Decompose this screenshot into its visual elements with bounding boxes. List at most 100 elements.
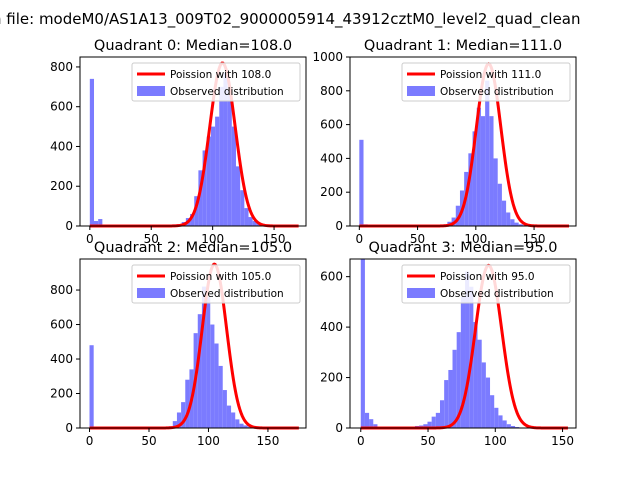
x-tick-label: 150 [263,232,286,246]
legend: Poission with 108.0 Observed distribution [131,62,301,102]
x-tick-label: 50 [410,232,425,246]
legend-curve-label: Poission with 108.0 [170,69,271,81]
legend-box [401,62,571,102]
legend-hist-label: Observed distribution [170,288,284,300]
y-tick-label: 1000 [312,50,343,64]
y-tick-label: 0 [335,219,343,233]
y-tick-label: 200 [320,371,343,385]
histogram-bar [502,420,507,428]
histogram-bar [485,377,491,428]
histogram-bar [431,416,436,428]
y-tick-label: 600 [50,318,73,332]
y-tick-label: 600 [320,118,343,132]
legend-hist-swatch [407,288,435,298]
histogram-bar [423,424,428,428]
histogram-bar [498,415,503,428]
y-tick-label: 800 [50,60,73,74]
x-tick-label: 100 [484,434,507,448]
histogram-bar [239,423,244,428]
legend-hist-label: Observed distribution [170,86,284,98]
figure-suptitle: n file: modeM0/AS1A13_009T02_9000005914_… [0,10,581,29]
histogram-bar [194,196,199,226]
histogram-bar [172,421,177,428]
histogram-bar [248,217,253,226]
legend-box [401,264,571,304]
histogram-bar [465,271,470,428]
histogram-bar [215,116,220,226]
histogram-bar [218,365,223,428]
histogram-bar [206,296,211,428]
histogram-bar [244,208,249,226]
histogram-bar [439,400,445,428]
histogram-bar [240,190,245,226]
x-tick-label: 150 [523,232,546,246]
legend-hist-swatch [137,86,165,96]
legend-hist-swatch [137,288,165,298]
legend-curve-label: Poission with 111.0 [440,69,541,81]
panel-2: 0 50 100 150 0 200 400 600 800 Quadrant 2: Median… [50,240,307,448]
x-tick-label: 150 [551,434,574,448]
histogram-bar [473,322,478,428]
y-tick-label: 0 [65,219,73,233]
legend-box [131,62,301,102]
histogram-bar [190,214,195,226]
axes-frame [349,258,577,429]
histogram-bar [456,332,461,428]
histogram-bar [468,153,473,226]
histogram-bar [226,405,232,428]
legend-curve-label: Poission with 95.0 [440,271,535,283]
histogram-bar [206,136,211,226]
x-tick-label: 0 [357,434,365,448]
x-tick-label: 0 [355,232,363,246]
axes-frame [79,258,307,429]
histogram-bar [198,170,203,226]
histogram-bar [235,166,241,226]
histogram-bar [360,259,365,428]
y-tick-label: 200 [50,387,73,401]
histogram-bar [477,339,482,428]
legend-hist-swatch [407,86,435,96]
histogram-bar [510,425,516,428]
x-tick-label: 100 [464,232,487,246]
panel-1: 0 50 100 150 0 200 400 600 800 1000 Quadrant 1: Me… [312,38,577,246]
histogram-bar [448,369,453,428]
histogram-bar [214,343,219,428]
histogram-bar [497,183,502,226]
y-tick-label: 600 [320,270,343,284]
y-tick-label: 0 [65,421,73,435]
legend-curve-label: Poission with 105.0 [170,271,271,283]
histogram-bar [369,419,374,428]
panel-title: Quadrant 2: Median=105.0 [94,240,292,256]
histogram-bar [515,426,520,428]
histogram-bar [494,407,499,428]
panels: 0 50 100 150 0 200 400 600 800 Quadrant 0: Median… [50,38,577,448]
histogram-bar [472,131,477,226]
histogram-bar [201,286,207,428]
histogram-bar [235,419,240,428]
y-tick-label: 800 [320,84,343,98]
x-tick-label: 50 [420,434,435,448]
histogram-bar [231,412,236,428]
legend: Poission with 111.0 Observed distribution [401,62,571,102]
panel-0: 0 50 100 150 0 200 400 600 800 Quadrant 0: Median… [50,38,307,246]
x-tick-label: 150 [256,434,279,448]
histogram-bar [202,150,207,226]
histogram-bar [231,126,236,226]
y-tick-label: 600 [50,100,73,114]
histogram-bar [480,116,486,226]
y-tick-label: 400 [320,151,343,165]
histogram-bar [506,424,511,428]
legend: Poission with 95.0 Observed distribution [401,264,571,304]
histogram-bar [427,421,432,428]
histogram-bar [373,424,378,428]
y-tick-label: 200 [320,185,343,199]
histogram-bar [518,224,523,226]
y-tick-label: 400 [320,320,343,334]
histogram-bar [359,139,364,226]
x-tick-label: 50 [141,434,156,448]
axes-frame [349,56,577,227]
histogram-bar [476,107,481,226]
histogram-bar [210,324,215,428]
histogram-bar [222,390,227,428]
